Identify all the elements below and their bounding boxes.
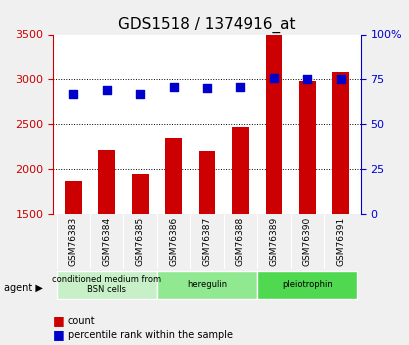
Bar bbox=[98, 150, 115, 214]
Bar bbox=[231, 127, 248, 214]
Text: GSM76389: GSM76389 bbox=[269, 217, 278, 266]
Text: percentile rank within the sample: percentile rank within the sample bbox=[67, 330, 232, 339]
Text: GSM76386: GSM76386 bbox=[169, 217, 178, 266]
Text: GSM76385: GSM76385 bbox=[135, 217, 144, 266]
Point bbox=[170, 84, 176, 89]
Text: GSM76388: GSM76388 bbox=[236, 217, 244, 266]
Bar bbox=[265, 36, 281, 214]
Point bbox=[103, 87, 110, 93]
Bar bbox=[298, 81, 315, 214]
Text: heregulin: heregulin bbox=[187, 280, 227, 289]
Bar bbox=[332, 72, 348, 214]
FancyBboxPatch shape bbox=[256, 270, 357, 298]
Point bbox=[137, 91, 143, 97]
Text: pleiotrophin: pleiotrophin bbox=[281, 280, 332, 289]
Bar bbox=[198, 151, 215, 214]
Point bbox=[270, 75, 276, 80]
Point bbox=[70, 91, 76, 97]
Bar bbox=[165, 138, 182, 214]
Bar bbox=[132, 174, 148, 214]
Text: conditioned medium from
BSN cells: conditioned medium from BSN cells bbox=[52, 275, 161, 294]
Point bbox=[303, 77, 310, 82]
Text: ■: ■ bbox=[53, 328, 65, 341]
Title: GDS1518 / 1374916_at: GDS1518 / 1374916_at bbox=[118, 17, 295, 33]
Text: GSM76384: GSM76384 bbox=[102, 217, 111, 266]
FancyBboxPatch shape bbox=[157, 270, 256, 298]
Text: GSM76387: GSM76387 bbox=[202, 217, 211, 266]
Text: GSM76390: GSM76390 bbox=[302, 217, 311, 266]
Text: count: count bbox=[67, 316, 95, 326]
Bar bbox=[65, 181, 81, 214]
Point bbox=[203, 86, 210, 91]
Text: ■: ■ bbox=[53, 314, 65, 327]
Text: GSM76383: GSM76383 bbox=[69, 217, 78, 266]
Point bbox=[237, 84, 243, 89]
FancyBboxPatch shape bbox=[56, 270, 157, 298]
Point bbox=[337, 77, 343, 82]
Text: agent ▶: agent ▶ bbox=[4, 283, 43, 293]
Text: GSM76391: GSM76391 bbox=[335, 217, 344, 266]
